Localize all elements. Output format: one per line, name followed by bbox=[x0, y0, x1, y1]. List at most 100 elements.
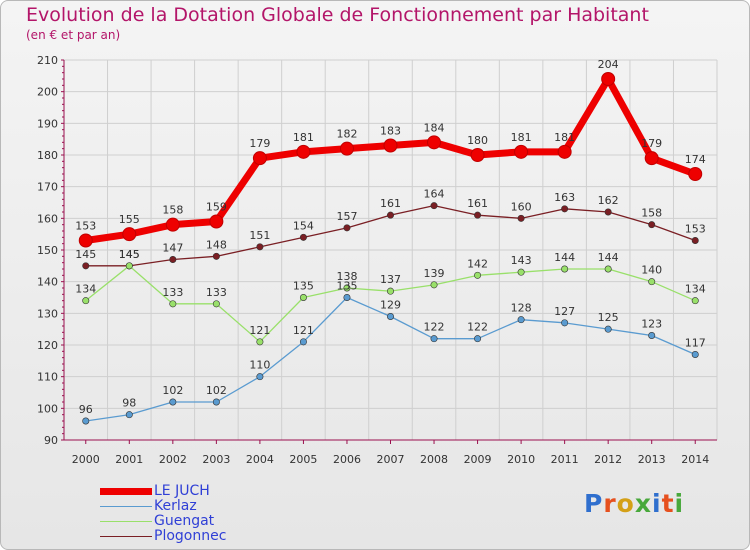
data-point-le-juch-2009 bbox=[470, 148, 485, 162]
legend-label-guengat: Guengat bbox=[154, 513, 215, 529]
x-tick-label-2013: 2013 bbox=[638, 453, 666, 466]
data-point-kerlaz-2014 bbox=[691, 350, 699, 358]
x-tick-label-2008: 2008 bbox=[420, 453, 448, 466]
data-label-le-juch-2000: 153 bbox=[75, 220, 96, 233]
data-point-kerlaz-2010 bbox=[517, 316, 525, 324]
y-tick-label-210: 210 bbox=[37, 54, 58, 67]
data-label-kerlaz-2010: 128 bbox=[511, 302, 532, 315]
data-point-guengat-2014 bbox=[691, 297, 699, 305]
data-point-plogonnec-2013 bbox=[648, 221, 656, 229]
data-label-le-juch-2007: 183 bbox=[380, 125, 401, 138]
data-label-kerlaz-2009: 122 bbox=[467, 321, 488, 334]
data-point-guengat-2002 bbox=[169, 300, 177, 308]
data-label-le-juch-2003: 159 bbox=[206, 201, 227, 214]
data-label-le-juch-2008: 184 bbox=[424, 121, 445, 134]
data-point-plogonnec-2006 bbox=[343, 224, 351, 232]
data-label-plogonnec-2009: 161 bbox=[467, 197, 488, 210]
data-point-kerlaz-2008 bbox=[430, 335, 438, 343]
data-label-le-juch-2009: 180 bbox=[467, 134, 488, 147]
proxiti-logo: Proxiti bbox=[584, 489, 684, 518]
data-point-le-juch-2011 bbox=[557, 144, 572, 159]
data-point-le-juch-2007 bbox=[383, 138, 398, 153]
data-label-guengat-2009: 142 bbox=[467, 257, 488, 270]
data-point-plogonnec-2004 bbox=[256, 243, 264, 251]
legend-swatch-plogonnec bbox=[100, 536, 152, 537]
data-point-plogonnec-2014 bbox=[691, 237, 699, 245]
data-point-le-juch-2000 bbox=[78, 233, 93, 248]
data-point-plogonnec-2002 bbox=[169, 255, 177, 263]
data-label-guengat-2001: 145 bbox=[119, 248, 140, 261]
logo-letter: o bbox=[616, 489, 635, 518]
data-point-le-juch-2003 bbox=[209, 214, 224, 229]
data-point-guengat-2000 bbox=[82, 297, 90, 305]
y-tick-label-170: 170 bbox=[37, 181, 58, 194]
data-point-kerlaz-2011 bbox=[561, 319, 569, 327]
data-label-guengat-2012: 144 bbox=[598, 251, 619, 264]
legend-swatch-kerlaz bbox=[100, 506, 152, 507]
data-point-kerlaz-2002 bbox=[169, 398, 177, 406]
data-point-plogonnec-2011 bbox=[561, 205, 569, 213]
data-point-kerlaz-2012 bbox=[604, 325, 612, 333]
data-label-le-juch-2012: 204 bbox=[598, 58, 619, 71]
data-point-kerlaz-2005 bbox=[299, 338, 307, 346]
data-point-plogonnec-2010 bbox=[517, 214, 525, 222]
data-label-le-juch-2001: 155 bbox=[119, 213, 140, 226]
x-tick-label-2012: 2012 bbox=[594, 453, 622, 466]
data-point-guengat-2008 bbox=[430, 281, 438, 289]
data-label-guengat-2013: 140 bbox=[641, 264, 662, 277]
data-label-guengat-2003: 133 bbox=[206, 286, 227, 299]
y-tick-label-160: 160 bbox=[37, 212, 58, 225]
data-point-guengat-2003 bbox=[212, 300, 220, 308]
data-point-plogonnec-2012 bbox=[604, 208, 612, 216]
data-label-guengat-2005: 135 bbox=[293, 280, 314, 293]
chart-title: Evolution de la Dotation Globale de Fonc… bbox=[26, 4, 649, 26]
data-label-kerlaz-2006: 135 bbox=[336, 280, 357, 293]
x-tick-label-2007: 2007 bbox=[377, 453, 405, 466]
x-tick-label-2004: 2004 bbox=[246, 453, 274, 466]
legend-label-le-juch: LE JUCH bbox=[154, 483, 210, 499]
x-tick-label-2003: 2003 bbox=[202, 453, 230, 466]
logo-letter: r bbox=[603, 489, 617, 518]
x-tick-label-2005: 2005 bbox=[289, 453, 317, 466]
x-tick-label-2001: 2001 bbox=[115, 453, 143, 466]
y-tick-label-190: 190 bbox=[37, 117, 58, 130]
data-label-plogonnec-2007: 161 bbox=[380, 197, 401, 210]
data-label-kerlaz-2003: 102 bbox=[206, 384, 227, 397]
y-tick-label-100: 100 bbox=[37, 402, 58, 415]
data-label-kerlaz-2002: 102 bbox=[162, 384, 183, 397]
data-point-plogonnec-2000 bbox=[82, 262, 90, 270]
data-point-kerlaz-2000 bbox=[82, 417, 90, 425]
x-tick-label-2011: 2011 bbox=[551, 453, 579, 466]
data-point-guengat-2013 bbox=[648, 278, 656, 286]
data-label-guengat-2006: 138 bbox=[336, 270, 357, 283]
data-point-le-juch-2006 bbox=[339, 141, 354, 156]
data-label-le-juch-2004: 179 bbox=[249, 137, 270, 150]
data-point-le-juch-2013 bbox=[644, 151, 659, 166]
data-point-guengat-2010 bbox=[517, 268, 525, 276]
data-label-le-juch-2011: 181 bbox=[554, 131, 575, 144]
data-point-guengat-2006 bbox=[343, 284, 351, 292]
legend-swatch-le-juch bbox=[100, 488, 152, 495]
data-label-kerlaz-2000: 96 bbox=[79, 403, 93, 416]
data-label-kerlaz-2014: 117 bbox=[685, 337, 706, 350]
data-point-kerlaz-2006 bbox=[343, 293, 351, 301]
legend-swatch-guengat bbox=[100, 521, 152, 522]
data-point-le-juch-2002 bbox=[165, 217, 180, 232]
legend-label-kerlaz: Kerlaz bbox=[154, 498, 197, 514]
data-point-le-juch-2001 bbox=[122, 227, 137, 242]
data-label-plogonnec-2000: 145 bbox=[75, 248, 96, 261]
data-label-guengat-2000: 134 bbox=[75, 283, 96, 296]
data-label-kerlaz-2007: 129 bbox=[380, 299, 401, 312]
data-label-guengat-2014: 134 bbox=[685, 283, 706, 296]
data-point-kerlaz-2001 bbox=[125, 411, 133, 419]
data-point-plogonnec-2008 bbox=[430, 202, 438, 210]
data-point-le-juch-2008 bbox=[427, 135, 442, 150]
x-tick-label-2000: 2000 bbox=[72, 453, 100, 466]
data-point-kerlaz-2003 bbox=[212, 398, 220, 406]
y-tick-label-200: 200 bbox=[37, 86, 58, 99]
x-tick-label-2009: 2009 bbox=[464, 453, 492, 466]
data-label-plogonnec-2002: 147 bbox=[162, 242, 183, 255]
logo-letter: P bbox=[584, 489, 604, 518]
data-label-plogonnec-2013: 158 bbox=[641, 207, 662, 220]
data-point-le-juch-2010 bbox=[514, 144, 529, 159]
